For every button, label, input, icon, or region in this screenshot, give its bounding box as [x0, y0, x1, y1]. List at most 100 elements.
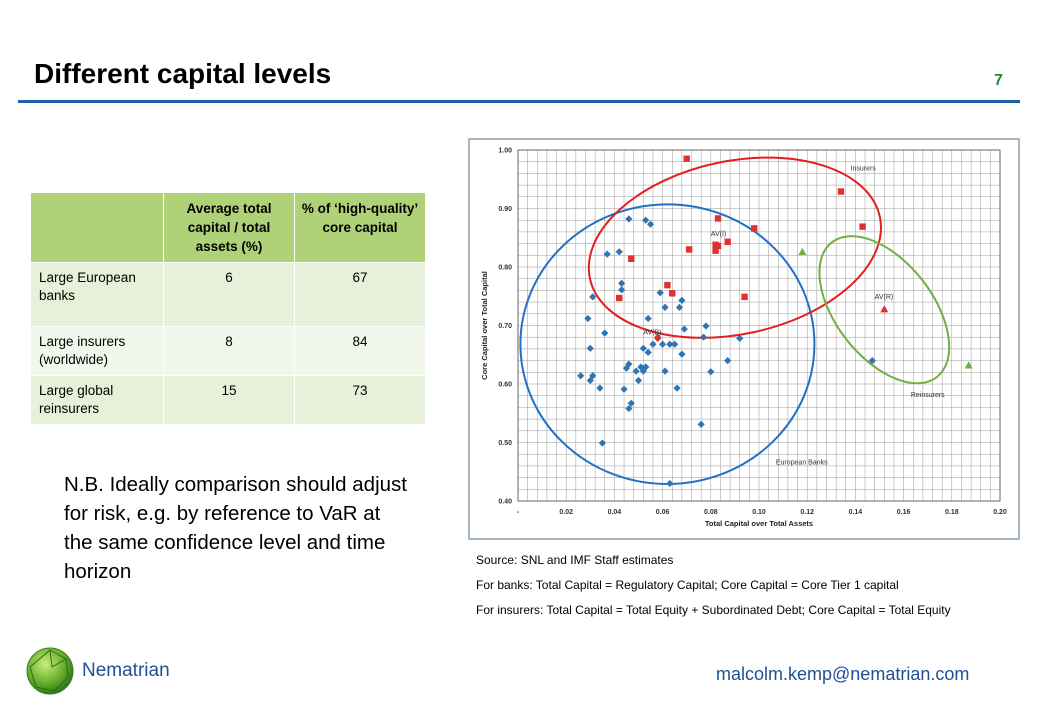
chart-annotation: Reinsurers — [911, 392, 945, 399]
chart-annotation: European Banks — [776, 460, 828, 467]
table-cell-core: 67 — [294, 262, 426, 327]
slide-title: Different capital levels — [34, 58, 332, 89]
x-tick-label: 0.20 — [993, 509, 1007, 516]
x-tick-label: 0.16 — [897, 509, 911, 516]
x-tick-label: 0.12 — [800, 509, 814, 516]
scatter-chart: - 0.02 0.04 0.06 0.08 0.10 0.12 0.14 0.16 0.18 0.2… — [468, 138, 1020, 540]
scatter-point — [659, 340, 667, 348]
table-row: Large global reinsurers 15 73 — [30, 375, 426, 425]
scatter-point — [669, 290, 676, 297]
scatter-point — [661, 303, 669, 311]
table-row: Large insurers (worldwide) 8 84 — [30, 326, 426, 376]
table-cell-avg: 8 — [163, 326, 295, 376]
average-point — [712, 241, 719, 248]
nb-note: N.B. Ideally comparison should adjust fo… — [64, 473, 407, 583]
scatter-point — [577, 372, 585, 380]
scatter-point — [615, 248, 623, 256]
group-ellipse — [587, 156, 882, 339]
x-tick-label: - — [517, 509, 520, 516]
scatter-point — [750, 225, 758, 232]
scatter-point — [724, 238, 731, 246]
brand-name: Nematrian — [82, 660, 170, 681]
table-cell-avg: 15 — [163, 375, 295, 425]
scatter-point — [699, 333, 708, 341]
scatter-point — [620, 385, 628, 393]
y-tick-label: 0.70 — [498, 323, 512, 330]
scatter-point — [625, 215, 633, 223]
chart-annotation: AV(B) — [643, 329, 661, 336]
chart-annotation: AV(I) — [711, 231, 726, 238]
scatter-point — [586, 344, 594, 352]
scatter-point — [741, 293, 748, 301]
scatter-point — [798, 247, 807, 255]
table-header-core-capital: % of ‘high-quality’ core capital — [294, 192, 426, 263]
scatter-point — [678, 350, 686, 358]
table-row: Large European banks 6 67 — [30, 262, 426, 327]
scatter-point — [685, 246, 693, 253]
x-tick-label: 0.14 — [849, 509, 863, 516]
table-cell-core: 84 — [294, 326, 426, 376]
scatter-point — [859, 223, 866, 230]
scatter-point — [837, 188, 845, 195]
scatter-point — [598, 439, 606, 447]
y-tick-label: 1.00 — [498, 148, 512, 155]
scatter-point — [736, 334, 744, 342]
scatter-chart-svg: - 0.02 0.04 0.06 0.08 0.10 0.12 0.14 0.16 0.18 0.2… — [480, 148, 1007, 529]
table-cell-core: 73 — [294, 375, 426, 425]
scatter-point — [964, 361, 973, 369]
scatter-point — [678, 296, 686, 304]
table-header-row: Average total capital / total assets (%)… — [30, 192, 426, 263]
y-tick-label: 0.90 — [498, 206, 512, 213]
scatter-point — [601, 329, 609, 337]
contact-email[interactable]: malcolm.kemp@nematrian.com — [716, 664, 970, 684]
table-cell-institution: Large European banks — [30, 262, 164, 327]
scatter-point — [639, 344, 647, 352]
y-tick-label: 0.50 — [498, 440, 512, 447]
average-point — [880, 305, 889, 313]
scatter-point — [702, 322, 710, 330]
scatter-point — [618, 279, 626, 287]
y-tick-label: 0.80 — [498, 265, 512, 272]
scatter-point — [664, 281, 671, 289]
scatter-point — [707, 368, 715, 376]
x-tick-label: 0.02 — [559, 509, 573, 516]
scatter-point — [683, 155, 690, 162]
x-tick-label: 0.08 — [704, 509, 718, 516]
chart-annotation: AV(R) — [875, 294, 894, 301]
scatter-point — [649, 340, 657, 348]
scatter-point — [634, 376, 643, 385]
table-cell-institution: Large insurers (worldwide) — [30, 326, 164, 376]
scatter-point — [714, 215, 722, 222]
scatter-point — [644, 314, 652, 323]
scatter-point — [656, 289, 664, 297]
scatter-point — [596, 384, 604, 392]
y-axis-label: Core Capital over Total Capital — [480, 271, 489, 380]
table-cell-avg: 6 — [163, 262, 295, 327]
capital-comparison-table: Average total capital / total assets (%)… — [30, 192, 426, 425]
banks-definition: For banks: Total Capital = Regulatory Ca… — [476, 578, 899, 592]
chart-annotation: Insurers — [851, 165, 877, 172]
title-divider — [18, 100, 1020, 103]
x-tick-label: 0.06 — [656, 509, 670, 516]
x-tick-label: 0.10 — [752, 509, 766, 516]
scatter-point — [628, 255, 635, 263]
x-tick-label: 0.18 — [945, 509, 959, 516]
scatter-point — [618, 286, 626, 294]
scatter-point — [673, 384, 681, 392]
insurers-definition: For insurers: Total Capital = Total Equi… — [476, 603, 951, 617]
scatter-point — [712, 247, 719, 254]
table-cell-institution: Large global reinsurers — [30, 375, 164, 425]
plot-border — [517, 149, 1001, 502]
x-axis-label: Total Capital over Total Assets — [705, 519, 813, 528]
slide-number: 7 — [994, 72, 1003, 89]
table-header-avg-total-capital: Average total capital / total assets (%) — [163, 192, 295, 263]
group-ellipse — [818, 235, 951, 385]
nematrian-logo-icon — [26, 647, 74, 695]
scatter-point — [868, 357, 876, 365]
table-header-blank — [30, 192, 164, 263]
source-line: Source: SNL and IMF Staff estimates — [476, 553, 674, 567]
x-tick-label: 0.04 — [608, 509, 622, 516]
y-tick-label: 0.60 — [498, 382, 512, 389]
scatter-point — [644, 348, 652, 357]
y-tick-label: 0.40 — [498, 499, 512, 506]
